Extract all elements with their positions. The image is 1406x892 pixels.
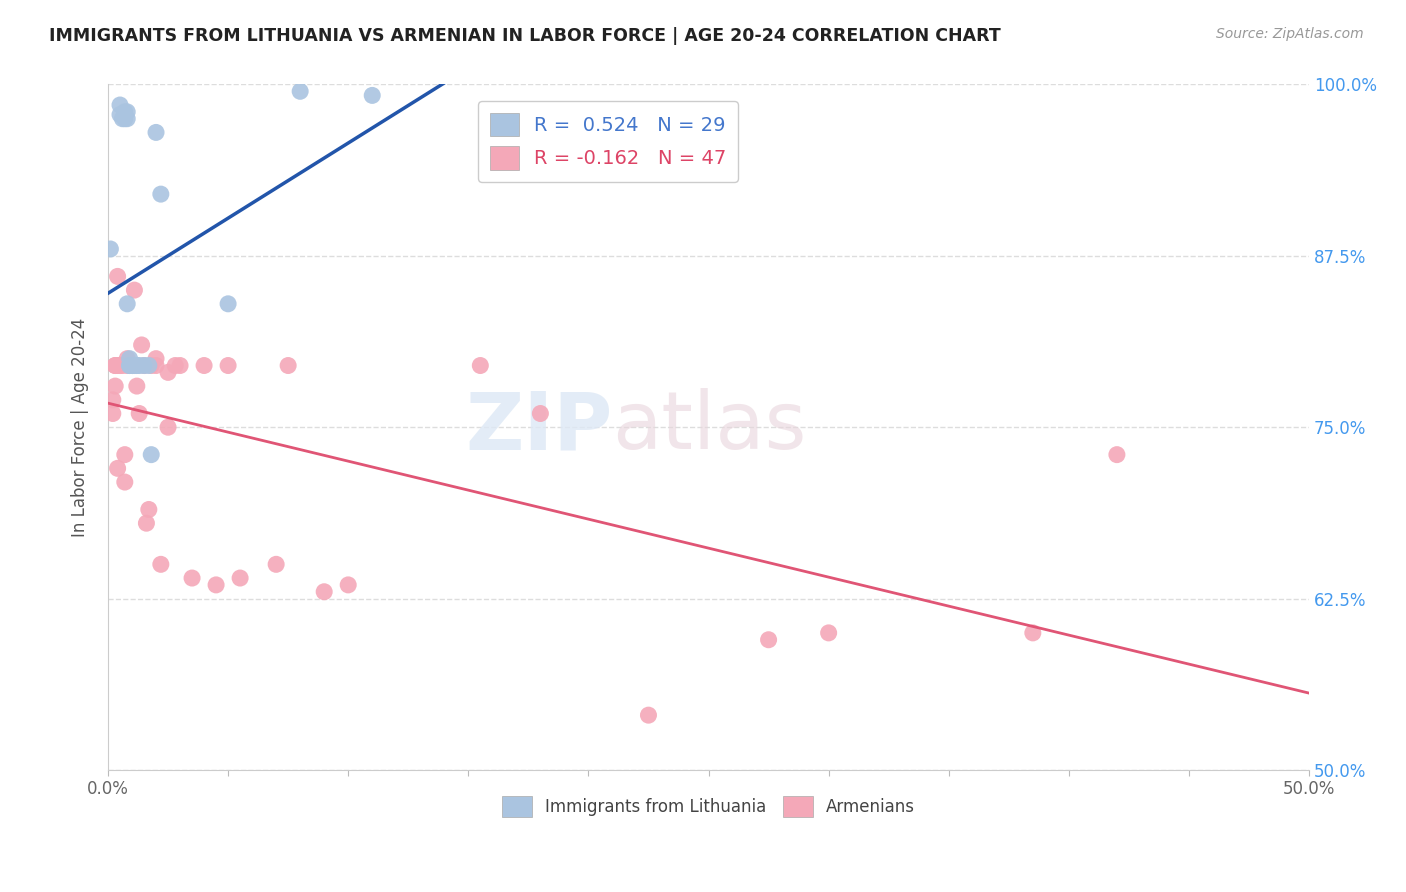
Point xyxy=(637,708,659,723)
Point xyxy=(108,98,131,112)
Point xyxy=(121,359,143,373)
Point xyxy=(470,359,492,373)
Point xyxy=(107,359,129,373)
Text: atlas: atlas xyxy=(613,388,807,467)
Point xyxy=(157,420,180,434)
Point xyxy=(138,359,160,373)
Point xyxy=(107,461,129,475)
Point xyxy=(141,359,163,373)
Point xyxy=(128,359,150,373)
Point xyxy=(337,578,360,592)
Point xyxy=(100,242,122,256)
Point xyxy=(111,359,134,373)
Point xyxy=(165,359,187,373)
Point xyxy=(181,571,204,585)
Point xyxy=(264,558,287,572)
Point xyxy=(114,112,136,126)
Point xyxy=(104,359,127,373)
Text: Source: ZipAtlas.com: Source: ZipAtlas.com xyxy=(1216,27,1364,41)
Point xyxy=(125,359,148,373)
Point xyxy=(124,283,146,297)
Point xyxy=(118,351,141,366)
Point xyxy=(141,448,163,462)
Point xyxy=(118,359,141,373)
Y-axis label: In Labor Force | Age 20-24: In Labor Force | Age 20-24 xyxy=(72,318,89,537)
Point xyxy=(132,359,155,373)
Point xyxy=(1105,448,1128,462)
Point xyxy=(114,448,136,462)
Point xyxy=(817,626,839,640)
Point xyxy=(157,365,180,379)
Point xyxy=(104,359,127,373)
Point xyxy=(114,475,136,489)
Point xyxy=(124,359,146,373)
Point xyxy=(169,359,191,373)
Point xyxy=(108,107,131,121)
Point xyxy=(104,379,127,393)
Point xyxy=(529,407,551,421)
Point xyxy=(131,338,153,352)
Point xyxy=(145,351,167,366)
Point xyxy=(138,502,160,516)
Point xyxy=(111,112,134,126)
Point xyxy=(217,359,239,373)
Point xyxy=(149,187,172,202)
Point xyxy=(115,297,138,311)
Point xyxy=(121,359,143,373)
Point xyxy=(128,407,150,421)
Point xyxy=(217,297,239,311)
Point xyxy=(115,104,138,119)
Legend: Immigrants from Lithuania, Armenians: Immigrants from Lithuania, Armenians xyxy=(495,789,922,823)
Point xyxy=(277,359,299,373)
Point xyxy=(108,359,131,373)
Point xyxy=(121,359,143,373)
Point xyxy=(125,379,148,393)
Point xyxy=(145,125,167,139)
Point xyxy=(1022,626,1045,640)
Point xyxy=(118,359,141,373)
Point xyxy=(118,359,141,373)
Point xyxy=(125,359,148,373)
Point xyxy=(114,104,136,119)
Point xyxy=(361,88,384,103)
Point xyxy=(288,84,311,98)
Point xyxy=(132,359,155,373)
Point xyxy=(115,359,138,373)
Point xyxy=(121,359,143,373)
Point xyxy=(121,359,143,373)
Point xyxy=(145,359,167,373)
Point xyxy=(135,516,157,531)
Point xyxy=(758,632,780,647)
Point xyxy=(314,584,336,599)
Point xyxy=(101,392,124,407)
Point xyxy=(115,351,138,366)
Point xyxy=(107,269,129,284)
Text: IMMIGRANTS FROM LITHUANIA VS ARMENIAN IN LABOR FORCE | AGE 20-24 CORRELATION CHA: IMMIGRANTS FROM LITHUANIA VS ARMENIAN IN… xyxy=(49,27,1001,45)
Point xyxy=(149,558,172,572)
Point xyxy=(101,407,124,421)
Point xyxy=(124,359,146,373)
Point xyxy=(115,112,138,126)
Point xyxy=(205,578,228,592)
Point xyxy=(229,571,252,585)
Text: ZIP: ZIP xyxy=(465,388,613,467)
Point xyxy=(193,359,215,373)
